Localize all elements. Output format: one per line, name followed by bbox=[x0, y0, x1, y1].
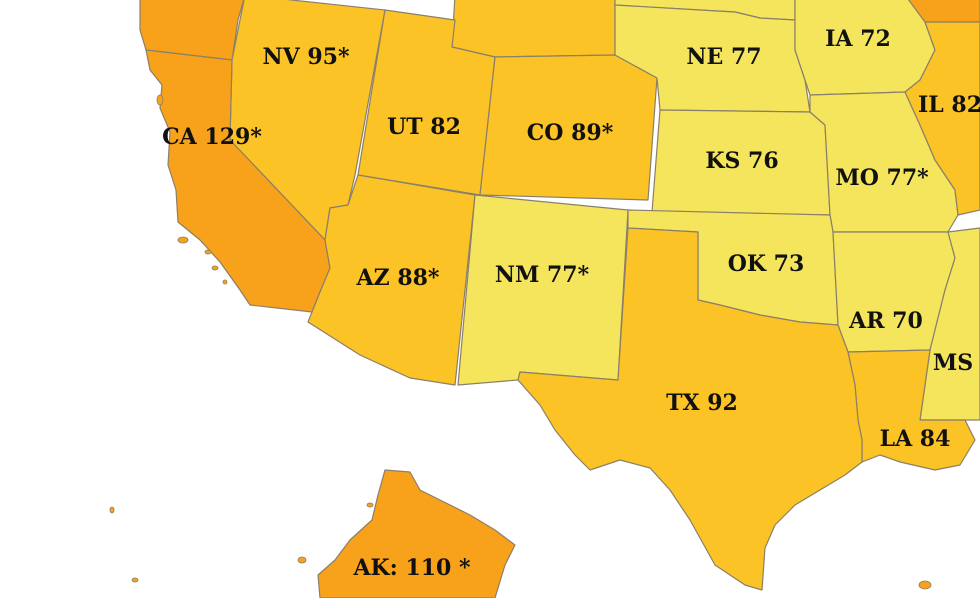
state-label-nv: NV 95* bbox=[263, 44, 350, 70]
state-label-tx: TX 92 bbox=[666, 390, 738, 416]
state-label-ak: AK: 110 * bbox=[352, 555, 471, 581]
state-label-mo: MO 77* bbox=[835, 165, 929, 191]
state-label-az: AZ 88* bbox=[356, 265, 440, 291]
state-label-ar: AR 70 bbox=[848, 308, 923, 334]
state-label-ca: CA 129* bbox=[162, 124, 262, 150]
state-il[interactable] bbox=[904, 21, 980, 216]
state-tx[interactable] bbox=[517, 227, 863, 591]
state-nm[interactable] bbox=[457, 194, 629, 386]
state-label-ia: IA 72 bbox=[825, 26, 891, 52]
state-label-co: CO 89* bbox=[527, 120, 614, 146]
state-label-la: LA 84 bbox=[880, 426, 951, 452]
state-az[interactable] bbox=[307, 174, 476, 386]
state-label-il: IL 82 bbox=[918, 92, 980, 118]
state-label-ms: MS bbox=[933, 350, 973, 376]
state-co[interactable] bbox=[479, 54, 658, 201]
state-label-nm: NM 77* bbox=[495, 262, 590, 288]
state-wy[interactable] bbox=[451, 0, 616, 58]
state-ak[interactable] bbox=[317, 469, 516, 598]
state-label-ok: OK 73 bbox=[728, 251, 805, 277]
island-markers bbox=[109, 94, 932, 590]
state-label-ut: UT 82 bbox=[387, 114, 461, 140]
state-labels: CA 129* NV 95* UT 82 CO 89* AZ 88* NM 77* NE 7… bbox=[162, 26, 980, 581]
state-label-ks: KS 76 bbox=[705, 148, 778, 174]
state-label-ne: NE 77 bbox=[686, 44, 761, 70]
